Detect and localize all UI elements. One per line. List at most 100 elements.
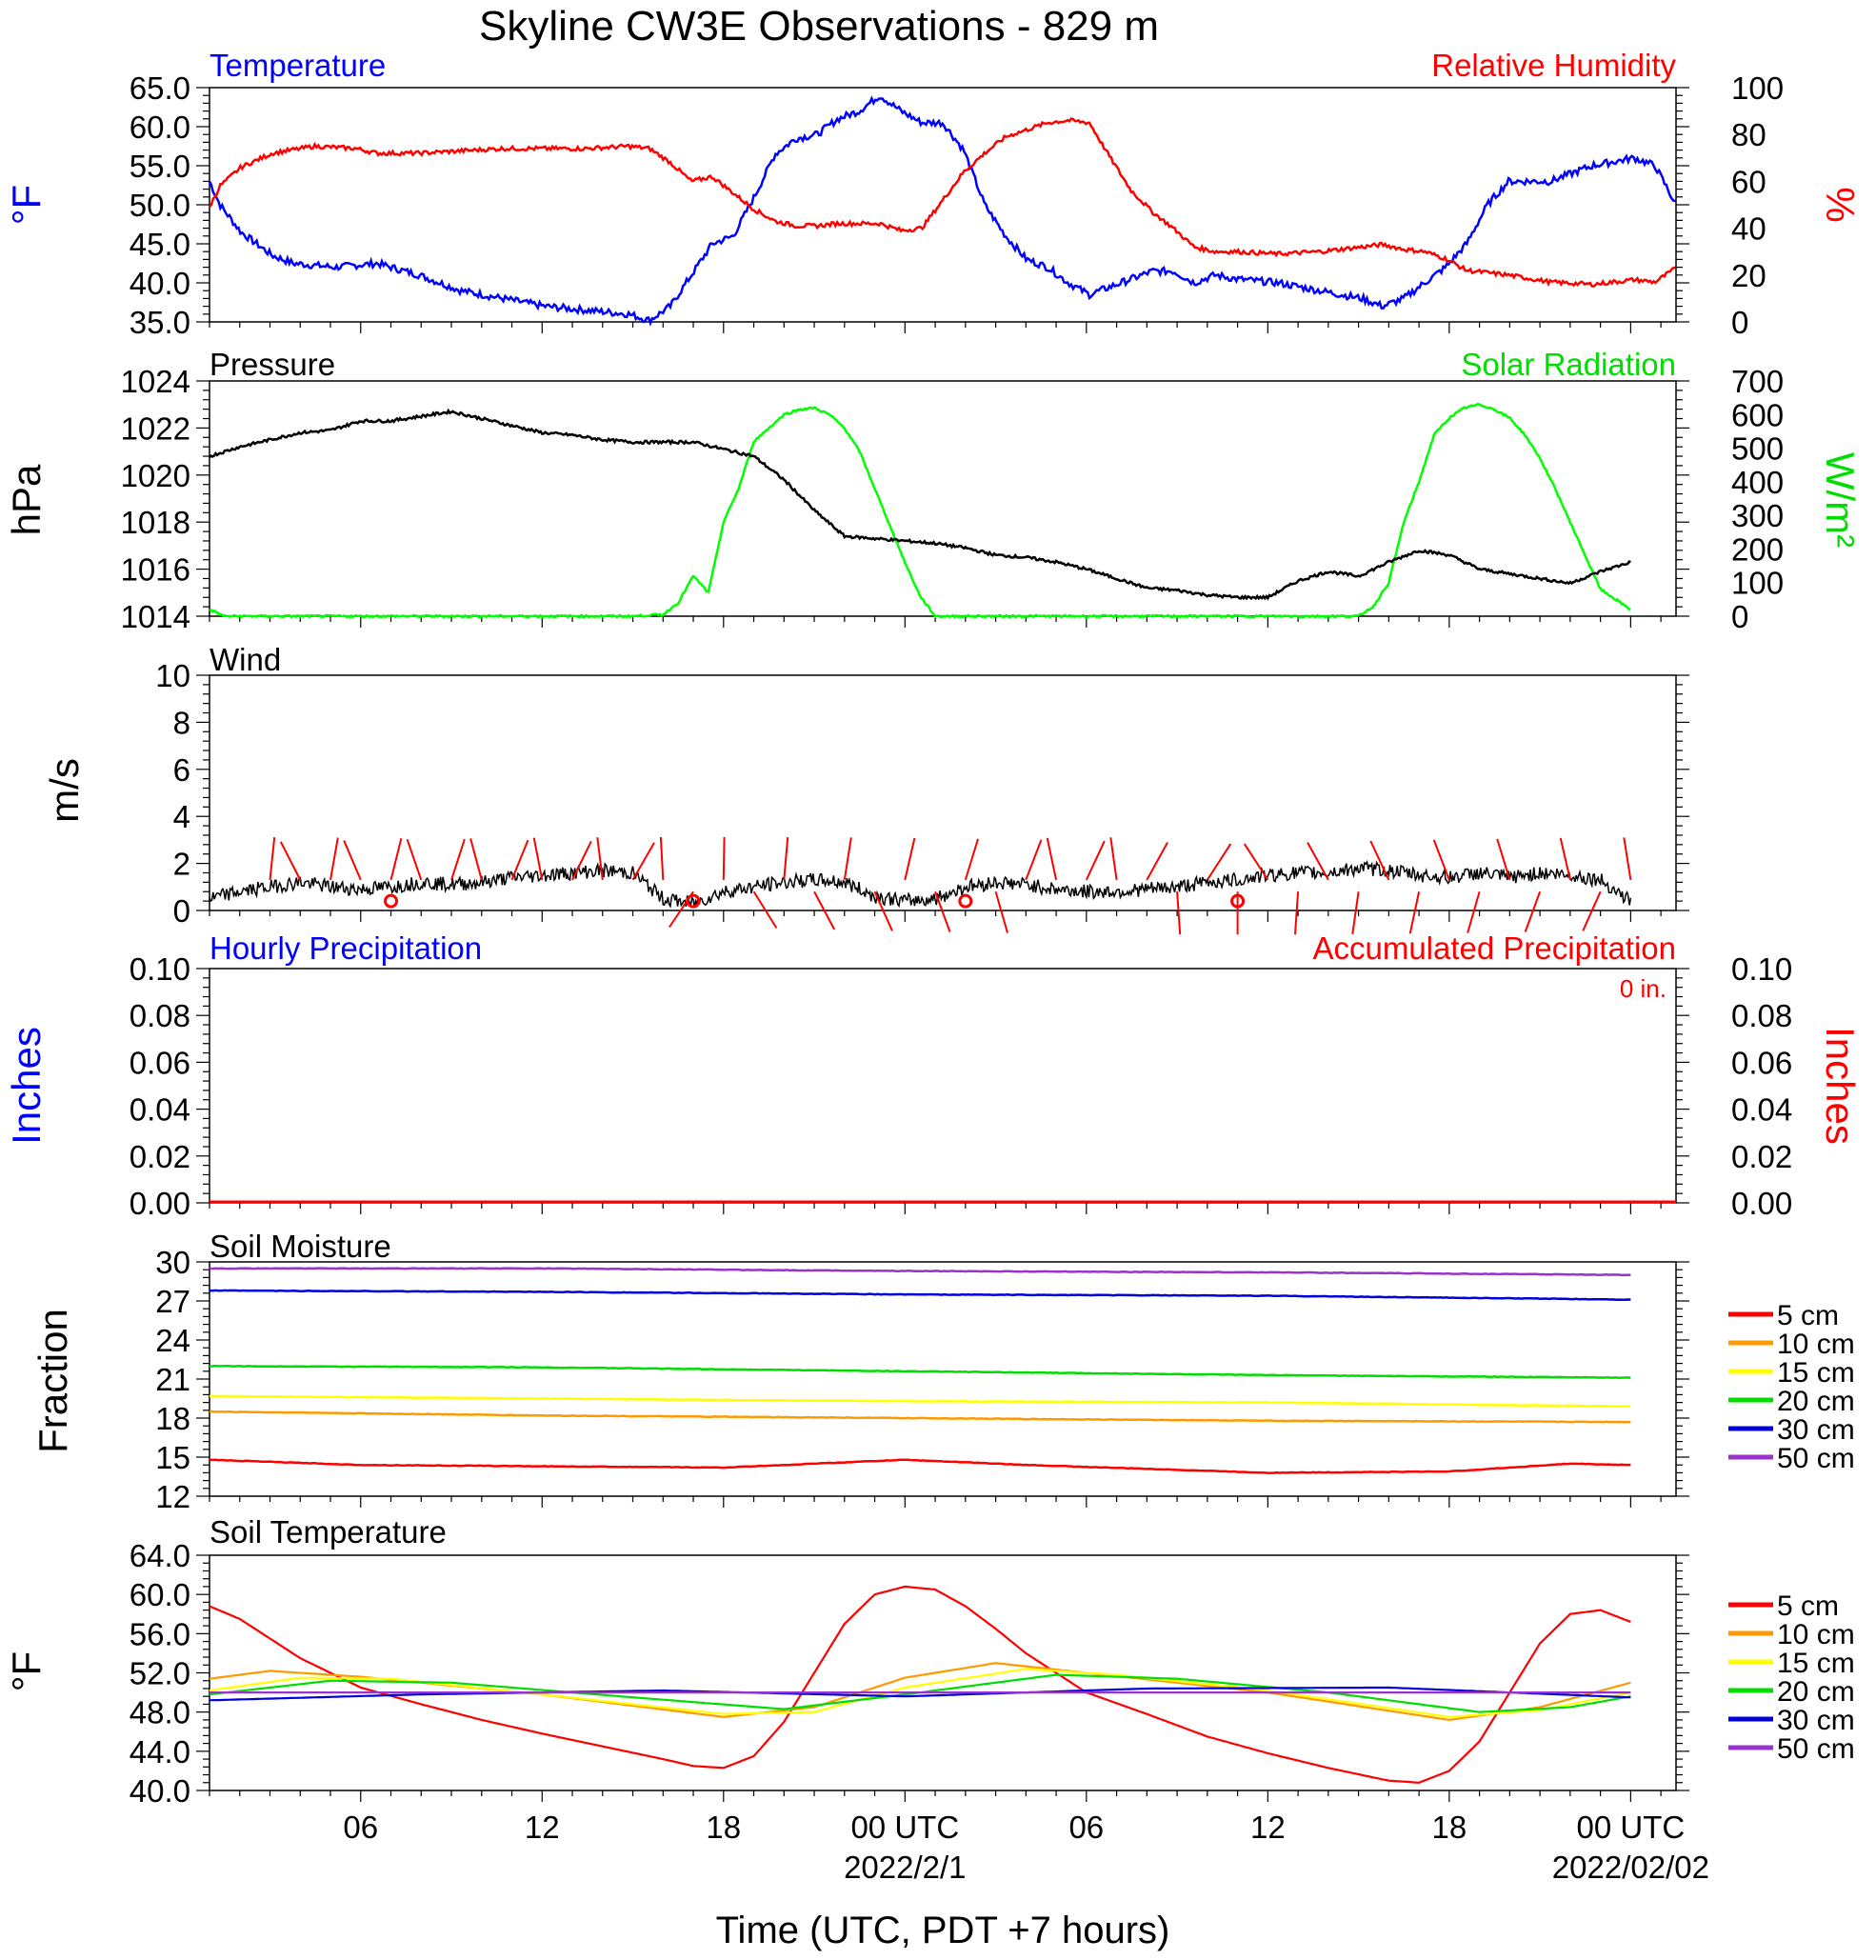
hourly-precip-tick: 0.04 bbox=[130, 1092, 190, 1128]
wind-barb bbox=[406, 838, 423, 881]
legend-label: 50 cm bbox=[1777, 1443, 1855, 1474]
soil-moisture-tick: 12 bbox=[155, 1479, 190, 1514]
humidity-line bbox=[209, 117, 1676, 288]
legend-label: 5 cm bbox=[1777, 1590, 1839, 1622]
wind-barb bbox=[843, 837, 852, 881]
temperature-tick: 65.0 bbox=[130, 70, 190, 106]
panel-soil-moisture: Soil Moisture Fraction 30 27 24 21 18 15 12 5 … bbox=[30, 1229, 1855, 1514]
wind-barb bbox=[783, 837, 789, 880]
temperature-tick: 40.0 bbox=[130, 266, 190, 301]
wind-barb bbox=[1351, 891, 1360, 934]
wind-barb bbox=[571, 840, 592, 881]
soil-temp-line bbox=[209, 1668, 1631, 1718]
wind-barb bbox=[1467, 890, 1481, 933]
accum-precip-title: Accumulated Precipitation bbox=[1312, 930, 1676, 966]
soil-moisture-line bbox=[209, 1410, 1631, 1424]
panel-temp-rh: Temperature Relative Humidity °F % 65.06… bbox=[4, 48, 1863, 340]
wind-tick: 6 bbox=[173, 752, 190, 788]
wind-speed-line bbox=[209, 859, 1632, 909]
panel-wind: Wind m/s 10 8 6 4 2 0 bbox=[42, 642, 1689, 935]
wind-barb bbox=[450, 838, 466, 881]
x-axis-label: Time (UTC, PDT +7 hours) bbox=[716, 1910, 1170, 1951]
accum-precip-tick: 0.02 bbox=[1731, 1139, 1792, 1174]
wind-barb bbox=[873, 890, 893, 931]
precip-axis-ticks bbox=[196, 968, 1689, 1214]
legend-label: 15 cm bbox=[1777, 1357, 1855, 1389]
temperature-tick: 60.0 bbox=[130, 110, 190, 145]
wind-barb bbox=[722, 836, 726, 880]
pressure-title: Pressure bbox=[210, 347, 335, 382]
wind-barbs bbox=[269, 836, 1632, 935]
soil-moisture-tick: 15 bbox=[155, 1440, 190, 1475]
soil-moisture-line bbox=[209, 1394, 1631, 1409]
wind-tick-labels: 10 8 6 4 2 0 bbox=[155, 658, 190, 929]
soil-temp-axis-ticks bbox=[196, 1554, 1689, 1802]
solar-tick: 0 bbox=[1731, 599, 1748, 634]
x-tick-label: 00 UTC bbox=[1577, 1810, 1686, 1845]
wind-barb bbox=[329, 837, 339, 881]
temperature-unit: °F bbox=[4, 185, 49, 225]
wind-barb bbox=[1109, 837, 1118, 881]
soil-moisture-line bbox=[209, 1364, 1631, 1380]
wind-barb bbox=[1369, 840, 1390, 881]
wind-tick: 4 bbox=[173, 799, 190, 834]
wind-barb bbox=[994, 890, 1008, 933]
legend-label: 50 cm bbox=[1777, 1733, 1855, 1765]
soil-temp-tick: 44.0 bbox=[130, 1734, 190, 1770]
soil-temp-tick: 40.0 bbox=[130, 1773, 190, 1809]
solar-title: Solar Radiation bbox=[1461, 347, 1676, 382]
hourly-precip-tick: 0.08 bbox=[130, 998, 190, 1033]
legend-label: 15 cm bbox=[1777, 1648, 1855, 1679]
pressure-tick: 1020 bbox=[121, 458, 190, 493]
wind-title: Wind bbox=[210, 642, 281, 677]
legend-label: 20 cm bbox=[1777, 1676, 1855, 1708]
wind-barb bbox=[1206, 843, 1232, 881]
legend-label: 20 cm bbox=[1777, 1386, 1855, 1417]
wind-barb bbox=[1623, 837, 1632, 881]
panel-precip: Hourly Precipitation Accumulated Precipi… bbox=[4, 930, 1863, 1221]
pressure-unit: hPa bbox=[4, 464, 49, 535]
temperature-tick: 50.0 bbox=[130, 188, 190, 223]
pressure-tick: 1016 bbox=[121, 552, 190, 588]
pressure-tick: 1022 bbox=[121, 410, 190, 446]
pressure-solar-axis-ticks bbox=[196, 380, 1689, 628]
x-tick-label: 18 bbox=[1431, 1810, 1467, 1845]
temperature-tick: 55.0 bbox=[130, 149, 190, 184]
wind-barb bbox=[934, 890, 951, 932]
humidity-tick: 100 bbox=[1731, 70, 1784, 106]
wind-barb bbox=[469, 838, 483, 881]
solar-tick: 400 bbox=[1731, 465, 1784, 500]
soil-temp-unit: °F bbox=[4, 1651, 49, 1691]
accum-precip-tick: 0.08 bbox=[1731, 998, 1792, 1033]
solar-tick: 700 bbox=[1731, 364, 1784, 399]
wind-tick: 10 bbox=[155, 658, 190, 693]
legend-label: 30 cm bbox=[1777, 1414, 1855, 1446]
x-tick-label: 06 bbox=[343, 1810, 378, 1845]
pressure-tick: 1018 bbox=[121, 505, 190, 540]
hourly-precip-title: Hourly Precipitation bbox=[210, 930, 482, 966]
pressure-tick-labels: 1024 1022 1020 1018 1016 1014 bbox=[121, 364, 190, 634]
pressure-tick: 1014 bbox=[121, 599, 190, 634]
hourly-precip-unit: Inches bbox=[4, 1027, 49, 1145]
panel-soil-temp: Soil Temperature °F 64.0 60.0 56.0 52.0 48.0… bbox=[4, 1514, 1855, 1809]
soil-moisture-tick: 18 bbox=[155, 1401, 190, 1436]
soil-temp-tick: 64.0 bbox=[130, 1538, 190, 1573]
soil-temp-tick: 60.0 bbox=[130, 1577, 190, 1612]
wind-barb bbox=[631, 842, 655, 881]
pressure-tick: 1024 bbox=[121, 364, 190, 399]
wind-barb bbox=[1085, 840, 1106, 881]
accum-precip-tick-labels: 0.10 0.08 0.06 0.04 0.02 0.00 bbox=[1731, 951, 1792, 1221]
wind-barb bbox=[1046, 837, 1058, 881]
solar-tick: 500 bbox=[1731, 431, 1784, 467]
x-axis-tick-labels: 06 12 18 00 UTC 06 12 18 00 UTC bbox=[343, 1810, 1685, 1845]
soil-moisture-lines bbox=[209, 1267, 1631, 1474]
temperature-tick: 35.0 bbox=[130, 305, 190, 340]
humidity-unit: % bbox=[1818, 187, 1863, 222]
soil-moisture-line bbox=[209, 1267, 1631, 1277]
legend-label: 30 cm bbox=[1777, 1705, 1855, 1736]
x-tick-label: 12 bbox=[1250, 1810, 1286, 1845]
soil-moisture-tick: 24 bbox=[155, 1323, 190, 1358]
